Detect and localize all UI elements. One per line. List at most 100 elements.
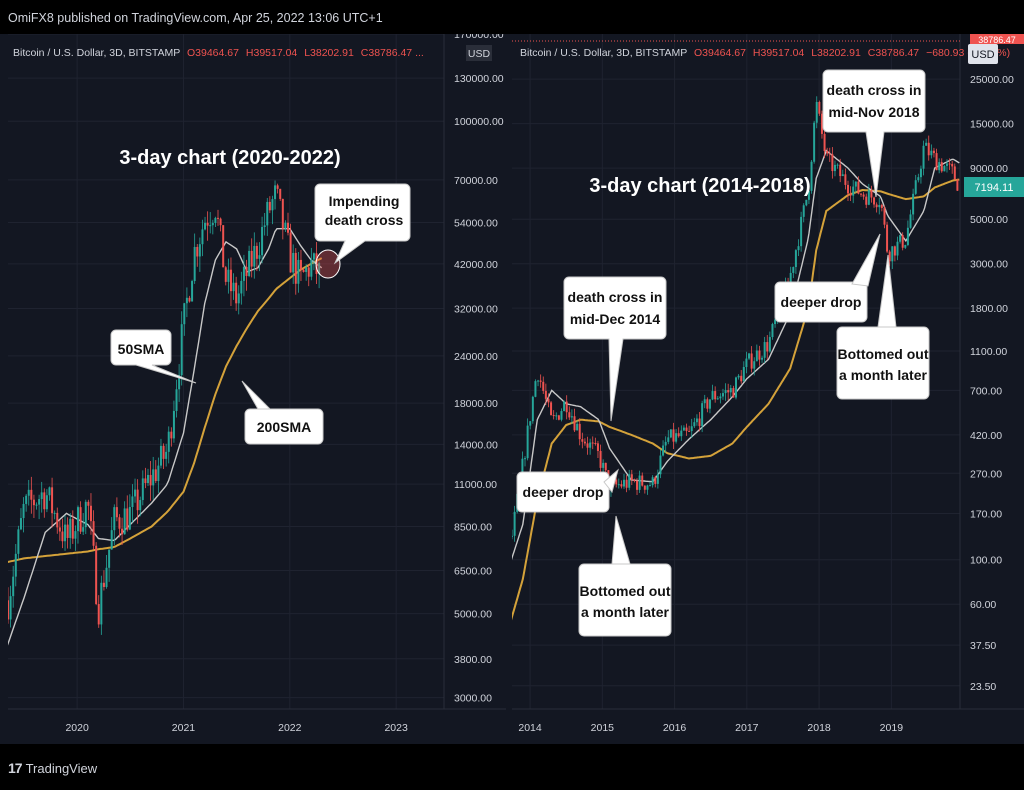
- top-price-label: 38786.47: [978, 35, 1016, 45]
- candle-body: [742, 367, 745, 382]
- y-tick-label: 3000.00: [970, 259, 1008, 271]
- candle-body: [318, 263, 321, 274]
- candle-body: [77, 507, 80, 532]
- candle-body: [789, 272, 792, 284]
- candle-body: [867, 190, 870, 205]
- price-axis[interactable]: 25000.00 15000.00 9000.00 5000.00 3000.00 180…: [970, 74, 1014, 693]
- candle-body: [826, 150, 829, 154]
- candle-body: [844, 174, 847, 185]
- candle-body: [307, 267, 310, 277]
- candle-body: [211, 222, 214, 226]
- candle-body: [818, 101, 821, 114]
- price-tag-label: 7194.11: [975, 182, 1014, 194]
- y-tick-label: 70000.00: [454, 175, 498, 187]
- candle-body: [753, 361, 756, 369]
- x-tick-label: 2014: [518, 722, 542, 734]
- y-tick-label: 60.00: [970, 599, 996, 611]
- candle-body: [617, 484, 620, 486]
- chart-panel-2014-2018[interactable]: 25000.00 15000.00 9000.00 5000.00 3000.00 180…: [512, 34, 1024, 744]
- y-tick-label: 42000.00: [454, 259, 498, 271]
- x-tick-label: 2015: [591, 722, 615, 734]
- candle-body: [695, 418, 698, 423]
- time-axis[interactable]: 2014 2015 2016 2017 2018 2019: [518, 722, 903, 734]
- symbol-label: Bitcoin / U.S. Dollar, 3D, BITSTAMP O394…: [520, 47, 1010, 59]
- candle-body: [167, 431, 170, 452]
- candle-body: [906, 227, 909, 245]
- candle-body: [66, 524, 69, 538]
- candle-body: [524, 458, 527, 460]
- x-tick-label: 2020: [65, 722, 89, 734]
- candle-body: [883, 207, 886, 225]
- chart-2014-2018-svg[interactable]: 25000.00 15000.00 9000.00 5000.00 3000.00 180…: [512, 34, 1024, 744]
- candle-body: [636, 480, 639, 490]
- candle-body: [625, 479, 628, 488]
- chart-2020-2022-svg[interactable]: 170000.00 130000.00 100000.00 70000.00 54000…: [8, 34, 506, 744]
- candle-body: [258, 255, 261, 259]
- svg-text:deeper drop: deeper drop: [781, 294, 862, 310]
- tradingview-logo-icon: 17: [8, 760, 23, 776]
- candle-body: [956, 179, 959, 191]
- candle-body: [128, 506, 131, 530]
- candle-body: [92, 521, 95, 546]
- candle-body: [813, 122, 816, 162]
- candle-body: [25, 495, 28, 504]
- x-tick-label: 2021: [172, 722, 196, 734]
- price-axis[interactable]: 170000.00 130000.00 100000.00 70000.00 54000…: [454, 34, 504, 705]
- candle-body: [266, 201, 269, 226]
- candle-body: [888, 251, 891, 262]
- candle-body: [152, 469, 155, 486]
- candle-body: [831, 154, 834, 172]
- candle-body: [113, 507, 116, 531]
- candle-body: [84, 501, 87, 528]
- y-tick-label: 9000.00: [970, 163, 1008, 175]
- currency-label: USD: [468, 48, 491, 60]
- candle-body: [248, 250, 251, 276]
- candle-body: [170, 431, 173, 439]
- time-axis[interactable]: 2020 2021 2022 2023: [65, 722, 408, 734]
- grid: [8, 34, 444, 709]
- candle-body: [807, 190, 810, 200]
- candle-body: [836, 164, 839, 166]
- candle-body: [512, 535, 513, 537]
- candle-body: [165, 451, 168, 459]
- candle-body: [841, 174, 844, 177]
- candle-body: [912, 193, 915, 215]
- candle-body: [71, 518, 74, 539]
- candle-body: [550, 402, 553, 416]
- candle-body: [27, 489, 30, 496]
- candle-body: [281, 198, 284, 229]
- candle-body: [948, 163, 951, 165]
- svg-text:death cross: death cross: [325, 212, 404, 228]
- tradingview-logo[interactable]: 17 TradingView: [8, 760, 97, 776]
- x-tick-label: 2018: [807, 722, 831, 734]
- annotation-death-cross-nov-2018: death cross in mid-Nov 2018: [822, 69, 926, 198]
- candle-body: [703, 399, 706, 404]
- sma200-line: [512, 178, 960, 621]
- candle-body: [198, 244, 201, 257]
- candle-body: [172, 410, 175, 439]
- annotation-bottomed-out-2015: Bottomed out a month later: [578, 515, 672, 637]
- candle-body: [680, 430, 683, 437]
- candle-body: [162, 445, 165, 459]
- candle-body: [724, 390, 727, 394]
- candle-body: [87, 501, 90, 506]
- candle-body: [802, 205, 805, 217]
- candle-body: [708, 399, 711, 409]
- candle-body: [860, 193, 863, 195]
- chart-panel-2020-2022[interactable]: 170000.00 130000.00 100000.00 70000.00 54000…: [8, 34, 506, 744]
- candle-body: [714, 391, 717, 400]
- candle-body: [602, 462, 605, 468]
- candle-body: [576, 423, 579, 431]
- candle-body: [932, 150, 935, 154]
- candle-body: [771, 324, 774, 338]
- candle-body: [45, 495, 48, 510]
- top-price-tag: [970, 34, 1024, 44]
- candle-body: [157, 465, 160, 482]
- candle-body: [596, 443, 599, 451]
- candle-body: [51, 487, 54, 514]
- candle-body: [938, 162, 941, 171]
- y-tick-label: 37.50: [970, 640, 996, 652]
- candles: [8, 180, 321, 635]
- annotation-impending-death-cross: Impending death cross: [314, 183, 411, 279]
- candle-body: [139, 500, 142, 511]
